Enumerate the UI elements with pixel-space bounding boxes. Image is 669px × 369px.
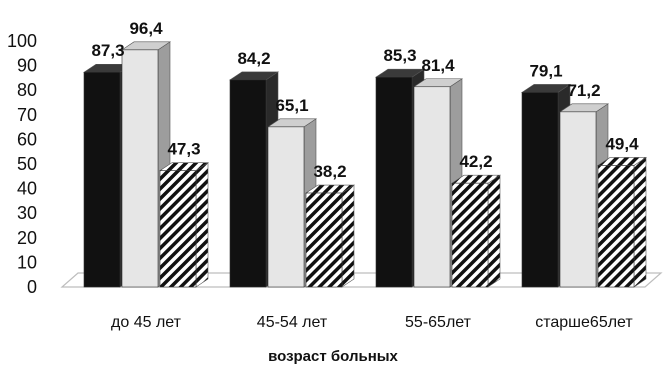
x-axis-title: возраст больных	[268, 348, 398, 365]
x-tick-label: старше65лет	[535, 314, 633, 331]
bar	[375, 76, 413, 288]
bar	[121, 49, 159, 288]
value-label: 79,1	[529, 61, 562, 80]
bar	[159, 170, 197, 288]
value-label: 65,1	[275, 96, 308, 115]
bar	[305, 192, 343, 288]
value-label: 38,2	[313, 162, 346, 181]
value-labels: 87,3 96,4 47,3 84,2 65,1 38,2 85,3 81,4 42,2 79,1…	[91, 19, 639, 181]
y-tick-label: 0	[27, 277, 37, 297]
y-axis: 0 10 20 30 40 50 60 70 80 90 100	[7, 31, 37, 297]
bar	[267, 126, 305, 288]
x-tick-label: 55-65лет	[405, 314, 472, 331]
value-label: 96,4	[129, 19, 163, 38]
value-label: 49,4	[605, 134, 639, 153]
y-tick-label: 30	[17, 203, 37, 223]
bar	[83, 71, 121, 288]
x-axis: до 45 лет 45-54 лет 55-65лет старше65лет	[111, 314, 633, 331]
floor-plane	[60, 272, 663, 288]
bar	[229, 79, 267, 288]
y-tick-label: 90	[17, 56, 37, 76]
bar	[559, 111, 597, 288]
y-tick-label: 100	[7, 31, 37, 51]
y-tick-label: 80	[17, 80, 37, 100]
value-label: 81,4	[421, 56, 455, 75]
bar	[597, 165, 635, 288]
value-label: 42,2	[459, 152, 492, 171]
bar	[521, 92, 559, 288]
bar-side	[341, 184, 355, 288]
value-label: 87,3	[91, 41, 124, 60]
x-tick-label: 45-54 лет	[257, 314, 328, 331]
value-label: 85,3	[383, 46, 416, 65]
bar	[451, 182, 489, 288]
y-tick-label: 70	[17, 105, 37, 125]
bar-side	[633, 156, 647, 288]
y-tick-label: 60	[17, 129, 37, 149]
value-label: 47,3	[167, 140, 200, 159]
y-tick-label: 40	[17, 179, 37, 199]
bar	[413, 86, 451, 288]
y-tick-label: 20	[17, 228, 37, 248]
y-tick-label: 10	[17, 252, 37, 272]
bar-side	[487, 174, 501, 288]
x-tick-label: до 45 лет	[111, 314, 182, 331]
value-label: 71,2	[567, 81, 600, 100]
y-tick-label: 50	[17, 154, 37, 174]
bar-side	[195, 162, 209, 288]
chart-floor	[60, 272, 663, 288]
value-label: 84,2	[237, 49, 270, 68]
bars	[83, 41, 647, 288]
